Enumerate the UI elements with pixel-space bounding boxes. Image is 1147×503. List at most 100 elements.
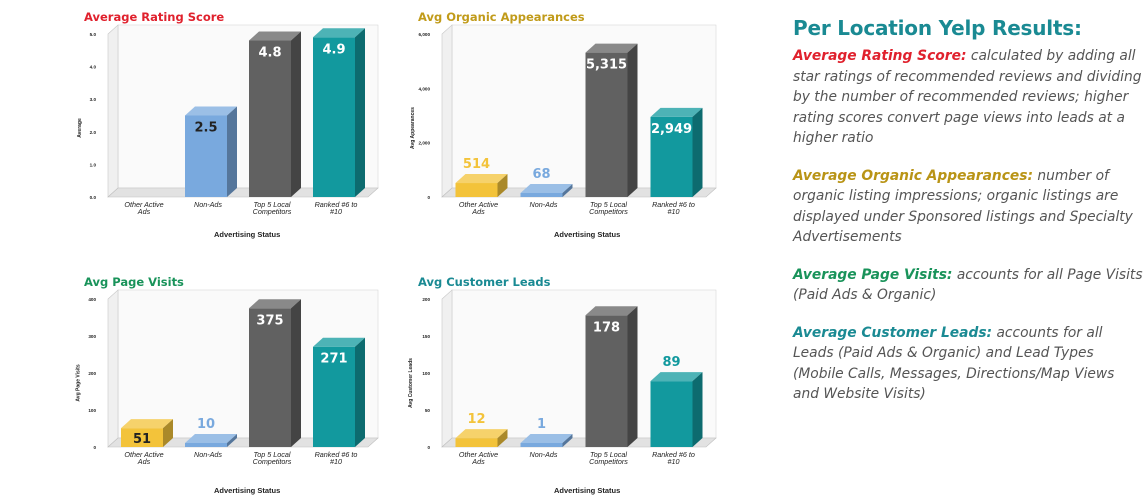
chart-avg-page-visits: Avg Page Visits Avg Page Visits 0 100 200 3… [76, 275, 384, 500]
bar-front [185, 443, 227, 447]
chart-avg-organic-appearances: Avg Organic Appearances Avg Appearances … [410, 10, 728, 240]
y-tick-label: 400 [88, 297, 96, 302]
y-tick-label: 0 [427, 445, 430, 450]
x-tick-label: Ranked #6 to [652, 450, 695, 459]
bar-top [520, 184, 573, 193]
bar-4: 271 [313, 337, 365, 447]
section-head: Average Customer Leads: [793, 324, 993, 341]
y-tick-label: 4.0 [90, 65, 97, 70]
data-label: 12 [467, 412, 485, 427]
bar-side [291, 31, 301, 197]
bar-4: 89 [650, 355, 703, 447]
x-axis-label: Advertising Status [554, 486, 621, 495]
section-head: Average Page Visits: [793, 266, 953, 283]
bar-2: 1 [520, 417, 573, 447]
y-axis-label: Avg Customer Leads [407, 358, 414, 408]
x-tick-label: Other Active [459, 200, 498, 209]
x-tick-label: Ads [137, 207, 151, 216]
data-label: 10 [197, 417, 215, 432]
bar-front [520, 193, 563, 197]
bar-side [692, 372, 703, 447]
bar-front [585, 315, 628, 447]
x-tick-label: Top 5 Local [254, 450, 291, 459]
data-label: 89 [662, 355, 680, 370]
bar-side [497, 429, 508, 447]
y-tick-label: 5.0 [90, 32, 97, 37]
bar-front [313, 346, 355, 447]
y-axis-label: Avg Appearances [409, 107, 416, 149]
panel-title: Per Location Yelp Results: [793, 16, 1082, 40]
y-tick-label: 0 [427, 195, 430, 200]
data-label: 1 [537, 417, 546, 432]
x-tick-label: #10 [330, 457, 342, 466]
chart-title: Avg Page Visits [84, 275, 184, 289]
bar-front [313, 37, 355, 197]
bar-side [692, 107, 703, 197]
bar-3: 4.8 [249, 31, 301, 197]
bar-3: 5,315 [585, 43, 638, 198]
bar-front [650, 116, 693, 197]
y-tick-label: 1.0 [90, 162, 97, 167]
x-tick-label: Ads [471, 457, 485, 466]
bar-3: 178 [585, 306, 638, 447]
section-average-organic-appearances: Average Organic Appearances: number of o… [793, 166, 1143, 248]
bar-front [455, 438, 498, 447]
bar-4: 4.9 [313, 28, 365, 198]
bar-front [520, 443, 563, 447]
y-tick-label: 6,000 [419, 32, 431, 37]
bar-front [249, 40, 291, 197]
bar-side [627, 306, 638, 447]
bar-front [121, 428, 163, 447]
x-tick-label: Other Active [459, 450, 498, 459]
x-tick-label: Ads [471, 207, 485, 216]
bar-front [185, 115, 227, 197]
bar-side [163, 419, 173, 447]
x-tick-label: Non-Ads [530, 200, 558, 209]
section-body: number of organic listing impressions; o… [793, 167, 1133, 246]
section-body: accounts for all Page Visits (Paid Ads &… [793, 266, 1143, 304]
y-tick-label: 2.0 [90, 130, 97, 135]
bar-3: 375 [249, 299, 301, 447]
bar-side [291, 299, 301, 447]
bar-top [121, 419, 173, 429]
x-tick-label: #10 [330, 207, 342, 216]
bar-1: 514 [455, 157, 508, 197]
y-tick-label: 200 [88, 371, 96, 376]
bar-side [497, 174, 508, 197]
bar-top [455, 429, 508, 439]
chart-average-rating-score: Average Rating Score Average 0.0 1.0 2.0 3.… [77, 10, 384, 240]
x-axis-label: Advertising Status [214, 230, 281, 239]
chart-title: Avg Customer Leads [418, 275, 551, 289]
bar-front [650, 381, 693, 447]
bar-top [313, 28, 365, 38]
bar-front [585, 52, 628, 198]
x-axis-label: Advertising Status [554, 230, 621, 239]
x-tick-label: Ranked #6 to [315, 450, 358, 459]
data-label: 375 [256, 313, 283, 328]
section-average-page-visits: Average Page Visits: accounts for all Pa… [793, 265, 1143, 306]
x-tick-label: Competitors [253, 207, 292, 216]
bar-front [455, 183, 498, 197]
bar-side [227, 106, 237, 197]
bar-4: 2,949 [650, 107, 703, 197]
chart-title: Average Rating Score [84, 10, 225, 24]
bar-top [650, 372, 703, 382]
bar-2: 2.5 [185, 106, 237, 197]
bar-side [627, 43, 638, 198]
x-tick-label: Ads [137, 457, 151, 466]
bar-front [249, 308, 291, 447]
x-tick-label: Top 5 Local [254, 200, 291, 209]
x-tick-label: #10 [668, 457, 680, 466]
x-tick-label: Competitors [589, 457, 628, 466]
x-tick-label: Competitors [253, 457, 292, 466]
bar-2: 68 [520, 167, 573, 197]
data-label: 5,315 [586, 58, 627, 73]
bar-top [185, 106, 237, 116]
x-tick-label: Ranked #6 to [315, 200, 358, 209]
y-axis-label: Avg Page Visits [75, 364, 82, 402]
y-tick-label: 0 [93, 445, 96, 450]
section-body: accounts for all Leads (Paid Ads & Organ… [793, 324, 1115, 403]
